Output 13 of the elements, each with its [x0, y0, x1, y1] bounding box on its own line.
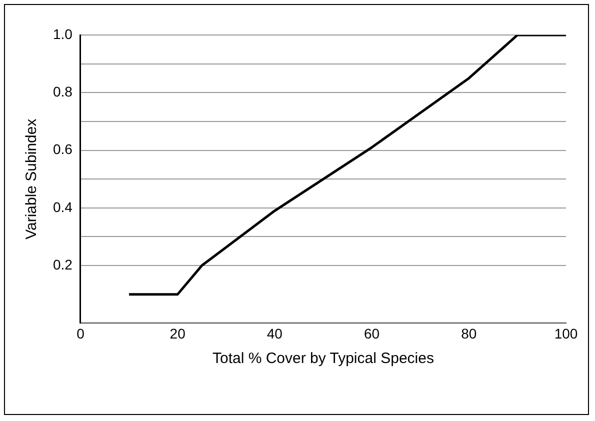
x-tick-label: 80 [461, 325, 477, 342]
y-tick-label: 0.2 [52, 256, 73, 272]
y-tick-label: 0.6 [52, 141, 73, 158]
x-tick-label: 100 [554, 325, 578, 342]
y-tick-label: 1.0 [52, 26, 73, 42]
x-tick-label: 40 [266, 325, 283, 342]
y-tick-label: 0.8 [52, 84, 73, 100]
y-axis-title: Variable Subindex [23, 118, 40, 240]
y-tick-label: 0.4 [52, 198, 73, 215]
x-tick-label: 0 [76, 325, 85, 342]
x-tick-label: 60 [364, 325, 380, 342]
x-tick-label: 20 [170, 325, 186, 342]
x-axis-title: Total % Cover by Typical Species [212, 350, 434, 368]
